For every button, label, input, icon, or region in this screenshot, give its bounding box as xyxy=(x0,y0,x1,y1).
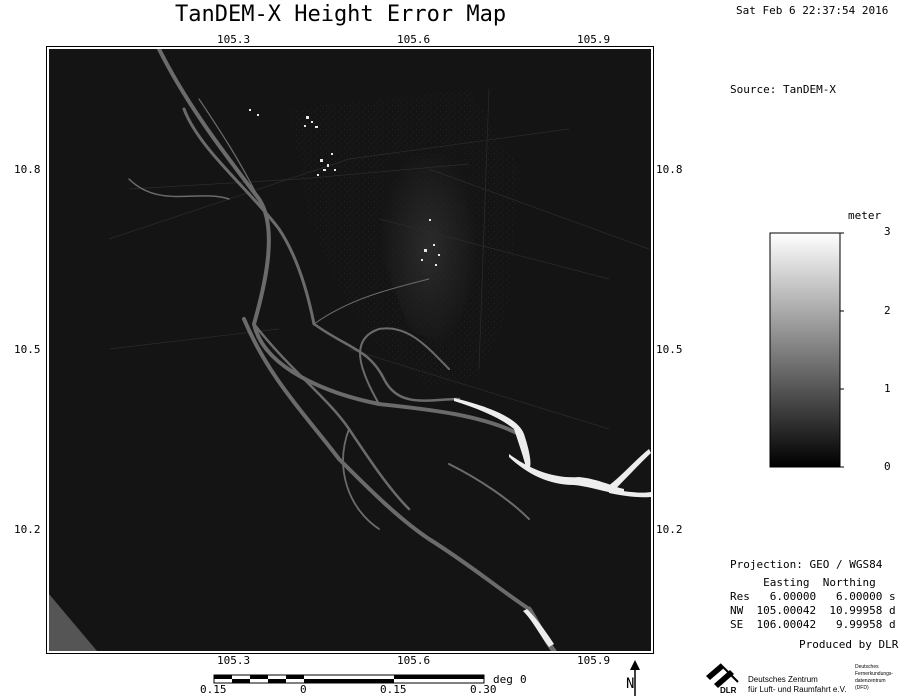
left-lat-tick-1: 10.8 xyxy=(14,163,41,176)
top-lon-tick-2: 105.6 xyxy=(397,33,431,46)
projection-se: SE 106.00042 9.99958 d xyxy=(730,618,896,631)
north-label: N xyxy=(626,676,635,692)
scale-label-2: 0 xyxy=(300,683,307,696)
right-lat-tick-1: 10.8 xyxy=(656,163,683,176)
left-lat-tick-3: 10.2 xyxy=(14,523,41,536)
right-lat-tick-2: 10.5 xyxy=(656,343,683,356)
credit-label: Produced by DLR xyxy=(799,638,899,651)
scale-label-1: 0.15 xyxy=(200,683,227,696)
scale-label-3: 0.15 xyxy=(380,683,407,696)
projection-res: Res 6.00000 6.00000 s xyxy=(730,590,896,603)
left-lat-tick-2: 10.5 xyxy=(14,343,41,356)
colorbar-tick-0: 0 xyxy=(884,460,891,473)
colorbar-tick-1: 1 xyxy=(884,382,891,395)
dfd-line1: Deutsches xyxy=(855,664,879,670)
scale-bar xyxy=(213,674,485,684)
colorbar-unit: meter xyxy=(848,209,882,222)
height-error-map xyxy=(49,49,651,651)
scale-unit-value: 0 xyxy=(520,673,527,686)
dlr-name-line1: Deutsches Zentrum xyxy=(748,675,818,684)
north-arrow-icon xyxy=(630,660,640,696)
colorbar-tick-2: 2 xyxy=(884,304,891,317)
colorbar xyxy=(769,232,844,468)
source-label: Source: TanDEM-X xyxy=(730,83,836,96)
dfd-line4: (DFD) xyxy=(855,685,869,691)
bottom-lon-tick-3: 105.9 xyxy=(577,654,611,667)
projection-nw: NW 105.00042 10.99958 d xyxy=(730,604,896,617)
scale-unit: deg xyxy=(493,673,513,686)
dfd-line2: Fernerkundungs- xyxy=(855,671,894,677)
top-lon-tick-1: 105.3 xyxy=(217,33,251,46)
dfd-line3: datenzentrum xyxy=(855,678,886,684)
top-lon-tick-3: 105.9 xyxy=(577,33,611,46)
scale-label-4: 0.30 xyxy=(470,683,497,696)
projection-header: Easting Northing xyxy=(730,576,876,589)
right-lat-tick-3: 10.2 xyxy=(656,523,683,536)
bottom-lon-tick-1: 105.3 xyxy=(217,654,251,667)
dlr-logo-icon xyxy=(706,663,739,688)
projection-title: Projection: GEO / WGS84 xyxy=(730,558,883,571)
dlr-acronym: DLR xyxy=(720,686,737,695)
dlr-name-line2: für Luft- und Raumfahrt e.V. xyxy=(748,685,847,694)
map-title: TanDEM-X Height Error Map xyxy=(175,2,507,27)
colorbar-tick-3: 3 xyxy=(884,225,891,238)
timestamp: Sat Feb 6 22:37:54 2016 xyxy=(736,4,889,17)
bottom-lon-tick-2: 105.6 xyxy=(397,654,431,667)
